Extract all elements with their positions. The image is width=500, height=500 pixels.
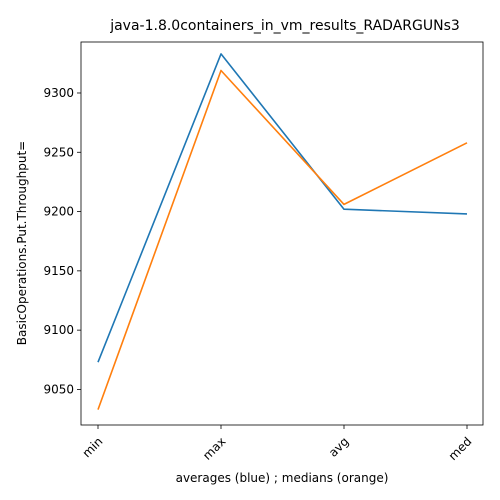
x-axis-label: averages (blue) ; medians (orange): [176, 471, 389, 485]
y-tick-label: 9150: [43, 264, 74, 278]
chart-title: java-1.8.0containers_in_vm_results_RADAR…: [109, 18, 460, 34]
y-axis-label: BasicOperations.Put.Throughput=: [15, 141, 29, 345]
y-tick-label: 9050: [43, 382, 74, 396]
y-tick-label: 9200: [43, 205, 74, 219]
y-tick-label: 9250: [43, 145, 74, 159]
series-line-1: [97, 53, 468, 363]
y-tick-label: 9100: [43, 323, 74, 337]
series-line-2: [97, 69, 468, 410]
y-tick-label: 9300: [43, 86, 74, 100]
axes-frame: [80, 41, 484, 426]
